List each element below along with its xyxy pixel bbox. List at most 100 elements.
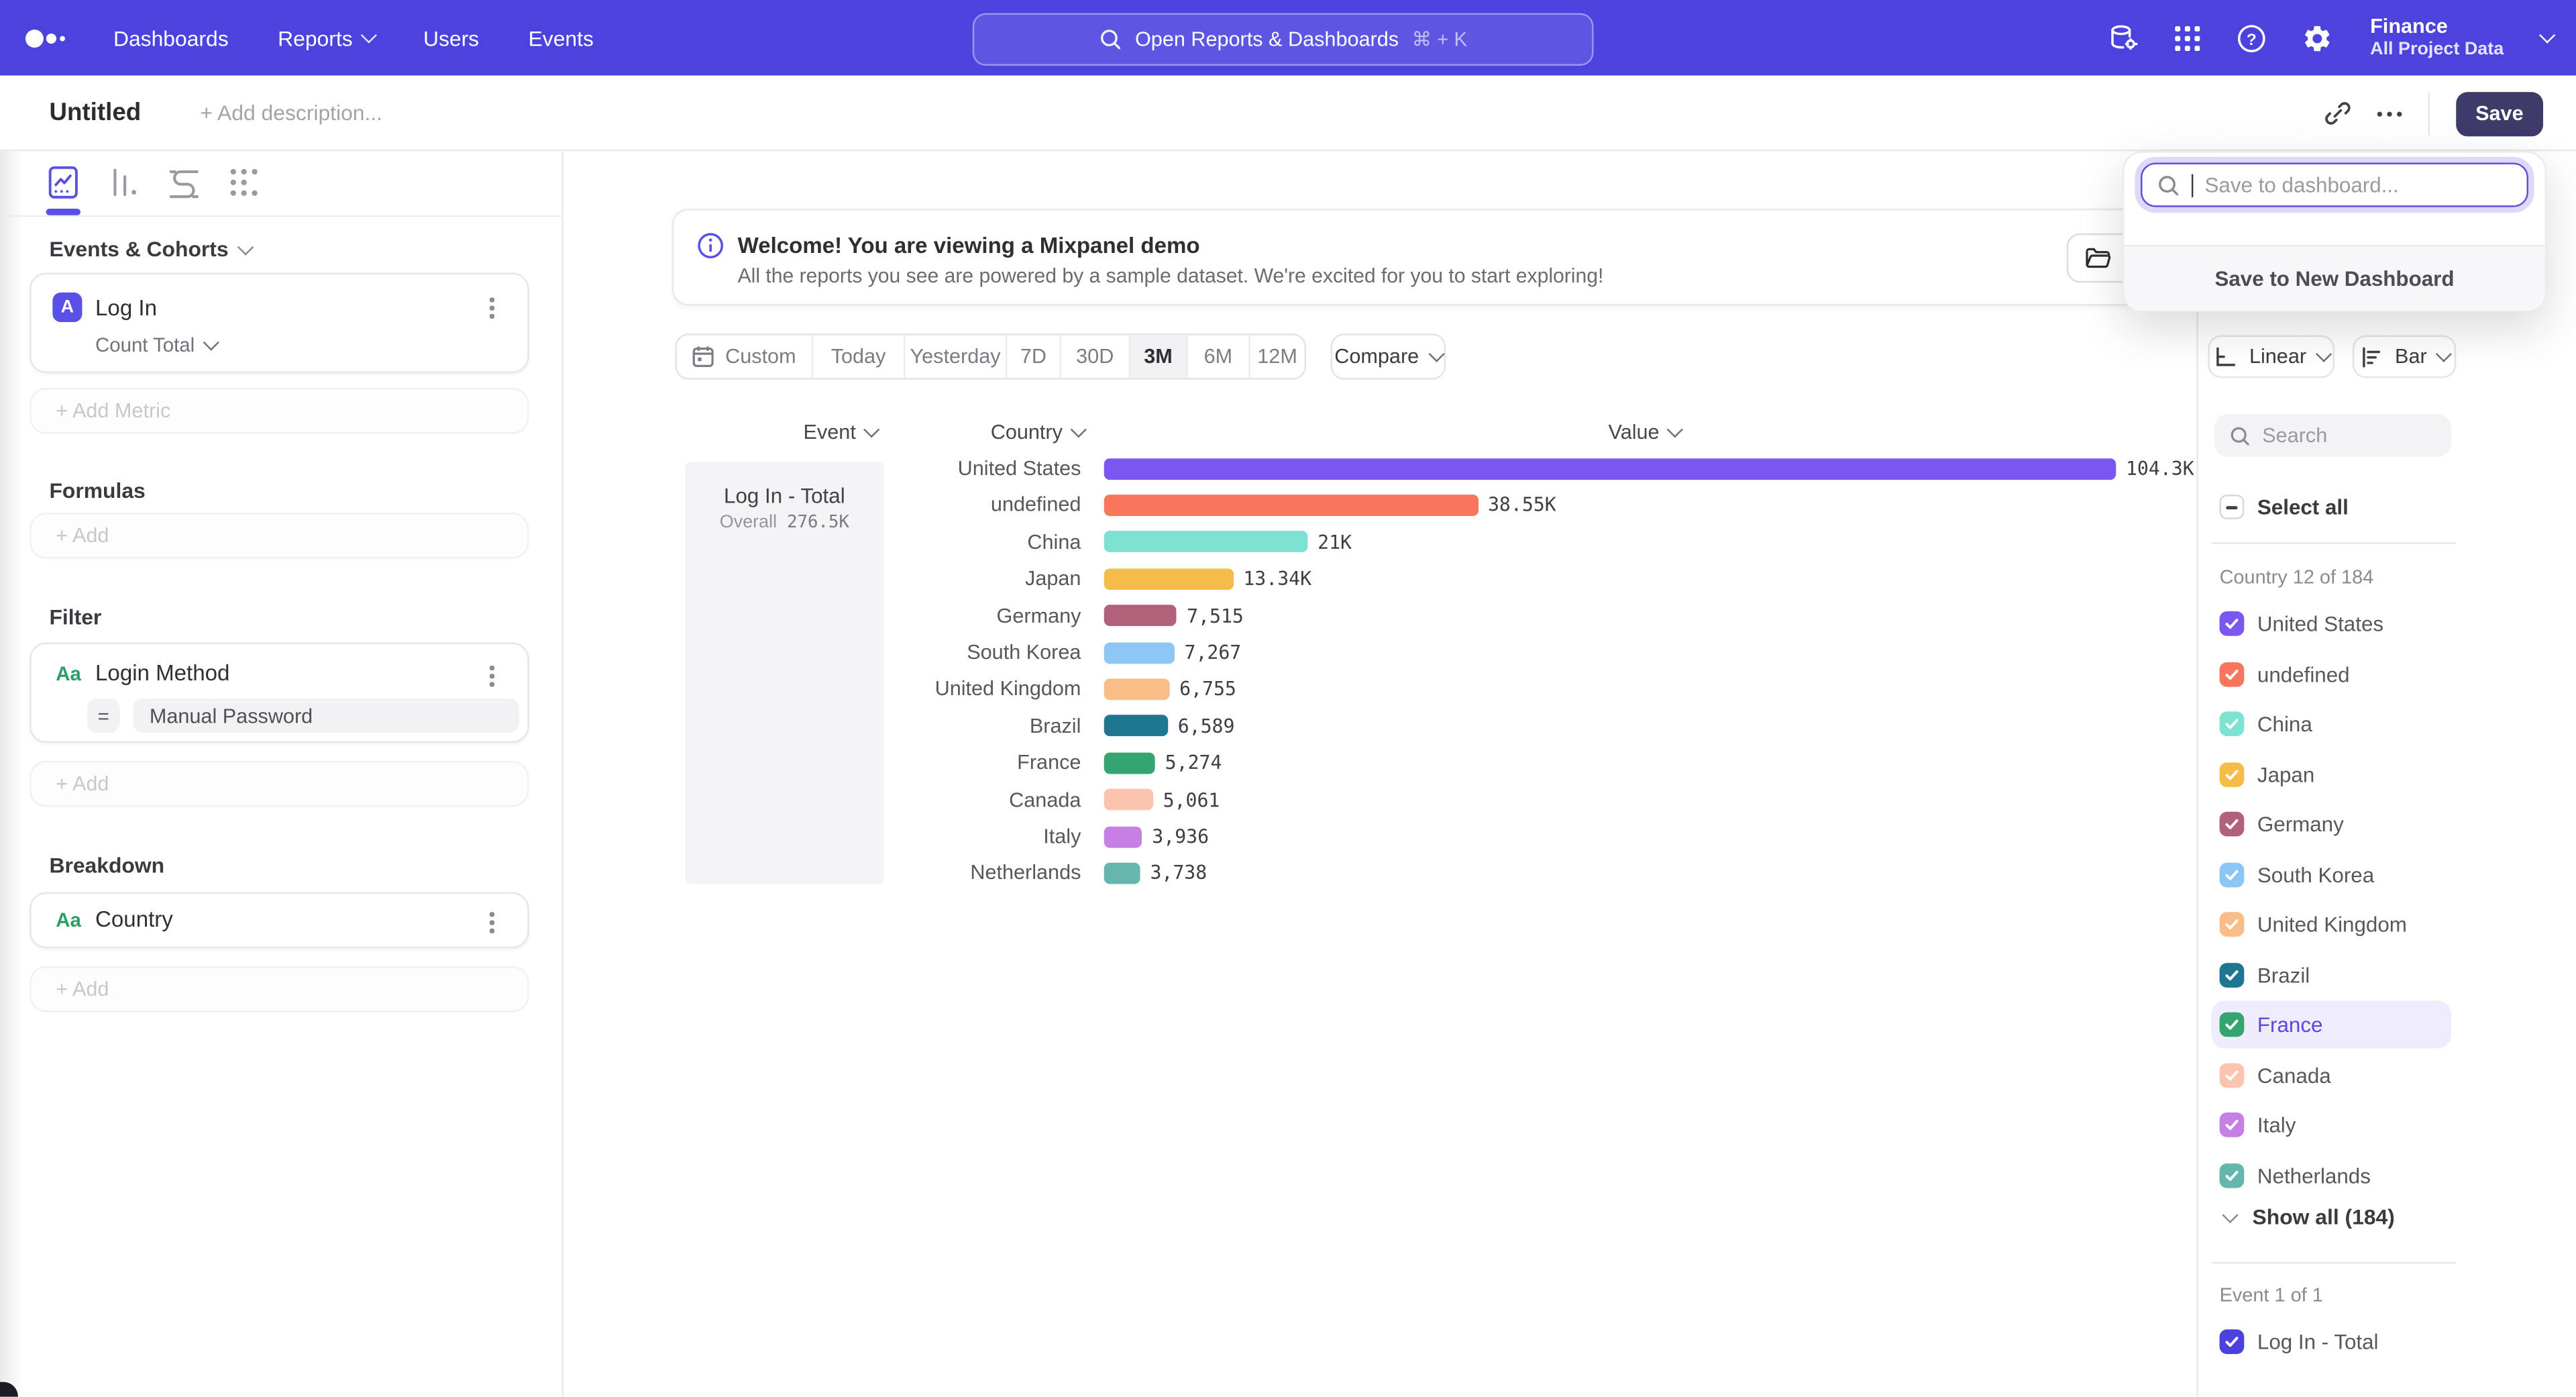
legend-row-united-kingdom[interactable]: United Kingdom — [2211, 900, 2451, 948]
metric-card[interactable]: A Log In Count Total — [30, 273, 529, 373]
show-all-button[interactable]: Show all (184) — [2211, 1204, 2395, 1229]
help-icon[interactable]: ? — [2235, 22, 2267, 54]
checkbox-checked[interactable] — [2220, 962, 2245, 987]
metric-event-name[interactable]: Log In — [95, 296, 157, 321]
filter-property-name[interactable]: Login Method — [95, 660, 229, 685]
checkbox-checked[interactable] — [2220, 862, 2245, 886]
more-actions-icon[interactable] — [2377, 111, 2402, 115]
project-switcher[interactable]: Finance All Project Data — [2370, 15, 2504, 60]
checkbox-checked[interactable] — [2220, 912, 2245, 937]
apps-grid-icon[interactable] — [2173, 24, 2201, 52]
add-description[interactable]: + Add description... — [200, 100, 382, 125]
global-search-input[interactable]: Open Reports & Dashboards ⌘ + K — [973, 13, 1594, 66]
bar-segment[interactable] — [1104, 752, 1155, 774]
legend-row-netherlands[interactable]: Netherlands — [2211, 1151, 2451, 1199]
tab-insights-icon[interactable] — [46, 164, 83, 201]
metric-kebab-icon[interactable] — [486, 294, 497, 321]
bar-value: 7,267 — [1184, 641, 1241, 664]
select-all-checkbox[interactable] — [2220, 495, 2245, 519]
range-6m[interactable]: 6M — [1188, 335, 1250, 378]
project-chevron-down-icon[interactable] — [2539, 28, 2555, 44]
bar-segment[interactable] — [1104, 641, 1175, 663]
nav-item-reports[interactable]: Reports — [278, 25, 374, 50]
checkbox-checked[interactable] — [2220, 711, 2245, 736]
tab-funnels-icon[interactable] — [107, 164, 143, 201]
checkbox-checked[interactable] — [2220, 762, 2245, 786]
range-12m[interactable]: 12M — [1250, 335, 1305, 378]
checkbox-checked[interactable] — [2220, 1163, 2245, 1188]
select-all-row[interactable]: Select all — [2220, 483, 2349, 531]
tab-flows-icon[interactable] — [166, 164, 202, 201]
add-metric-button[interactable]: + Add Metric — [30, 388, 529, 434]
bar-segment[interactable] — [1104, 715, 1168, 737]
bar-segment[interactable] — [1104, 826, 1142, 847]
legend-row-canada[interactable]: Canada — [2211, 1051, 2451, 1098]
checkbox-checked[interactable] — [2220, 611, 2245, 636]
bar-segment[interactable] — [1104, 458, 2116, 479]
legend-row-italy[interactable]: Italy — [2211, 1101, 2451, 1149]
range-7d[interactable]: 7D — [1007, 335, 1061, 378]
range-today[interactable]: Today — [813, 335, 905, 378]
checkbox-checked[interactable] — [2220, 662, 2245, 686]
legend-row-china[interactable]: China — [2211, 700, 2451, 747]
legend-row-germany[interactable]: Germany — [2211, 800, 2451, 848]
breakdown-kebab-icon[interactable] — [486, 909, 497, 936]
nav-item-users[interactable]: Users — [423, 25, 479, 50]
column-header-country[interactable]: Country — [991, 421, 1084, 444]
add-formula-button[interactable]: + Add — [30, 513, 529, 559]
range-custom[interactable]: Custom — [677, 335, 813, 378]
legend-search-input[interactable]: Search — [2214, 414, 2451, 457]
tab-retention-icon[interactable] — [227, 164, 263, 201]
bar-segment[interactable] — [1104, 495, 1479, 516]
bar-segment[interactable] — [1104, 678, 1170, 700]
column-header-value[interactable]: Value — [1609, 421, 1681, 444]
event-checkbox[interactable] — [2220, 1329, 2245, 1354]
nav-item-dashboards[interactable]: Dashboards — [113, 25, 229, 50]
event-group-cell[interactable]: Log In - Total Overall 276.5K — [685, 462, 883, 884]
scale-dropdown[interactable]: Linear — [2208, 335, 2334, 378]
events-cohorts-header[interactable]: Events & Cohorts — [49, 237, 251, 262]
range-30d[interactable]: 30D — [1061, 335, 1130, 378]
column-header-event[interactable]: Event — [804, 421, 877, 444]
checkbox-checked[interactable] — [2220, 812, 2245, 837]
checkbox-checked[interactable] — [2220, 1113, 2245, 1137]
breakdown-property-name[interactable]: Country — [95, 907, 173, 932]
bar-segment[interactable] — [1104, 789, 1153, 811]
nav-item-events[interactable]: Events — [529, 25, 594, 50]
legend-row-event[interactable]: Log In - Total — [2220, 1318, 2379, 1365]
legend-row-united-states[interactable]: United States — [2211, 600, 2451, 648]
chart-type-dropdown[interactable]: Bar — [2353, 335, 2456, 378]
mixpanel-logo-icon[interactable] — [25, 27, 68, 48]
range-3m[interactable]: 3M — [1130, 335, 1188, 378]
bar-value: 6,589 — [1178, 715, 1235, 737]
add-breakdown-button[interactable]: + Add — [30, 966, 529, 1013]
filter-operator-dropdown[interactable]: = — [87, 698, 120, 733]
legend-row-undefined[interactable]: undefined — [2211, 650, 2451, 698]
legend-label: United Kingdom — [2257, 912, 2407, 937]
filter-value-dropdown[interactable]: Manual Password — [133, 698, 519, 733]
legend-row-japan[interactable]: Japan — [2211, 750, 2451, 798]
legend-row-south-korea[interactable]: South Korea — [2211, 850, 2451, 898]
range-yesterday[interactable]: Yesterday — [905, 335, 1007, 378]
bar-segment[interactable] — [1104, 605, 1177, 626]
bar-segment[interactable] — [1104, 862, 1140, 884]
report-title[interactable]: Untitled — [49, 99, 141, 127]
save-to-new-dashboard-button[interactable]: Save to New Dashboard — [2125, 245, 2545, 311]
save-button[interactable]: Save — [2456, 91, 2543, 136]
settings-gear-icon[interactable] — [2301, 22, 2332, 54]
save-dashboard-search-input[interactable]: Save to dashboard... — [2141, 162, 2528, 207]
filter-kebab-icon[interactable] — [486, 662, 497, 690]
breakdown-card[interactable]: Aa Country — [30, 892, 529, 948]
add-filter-button[interactable]: + Add — [30, 761, 529, 807]
bar-segment[interactable] — [1104, 568, 1234, 590]
legend-row-brazil[interactable]: Brazil — [2211, 951, 2451, 998]
filter-card[interactable]: Aa Login Method = Manual Password — [30, 643, 529, 743]
compare-dropdown[interactable]: Compare — [1331, 333, 1446, 380]
bar-segment[interactable] — [1104, 531, 1308, 553]
metric-aggregation-dropdown[interactable]: Count Total — [95, 333, 216, 356]
copy-link-icon[interactable] — [2324, 100, 2351, 126]
data-management-icon[interactable] — [2107, 22, 2139, 54]
checkbox-checked[interactable] — [2220, 1013, 2245, 1037]
checkbox-checked[interactable] — [2220, 1062, 2245, 1087]
legend-row-france[interactable]: France — [2211, 1000, 2451, 1048]
